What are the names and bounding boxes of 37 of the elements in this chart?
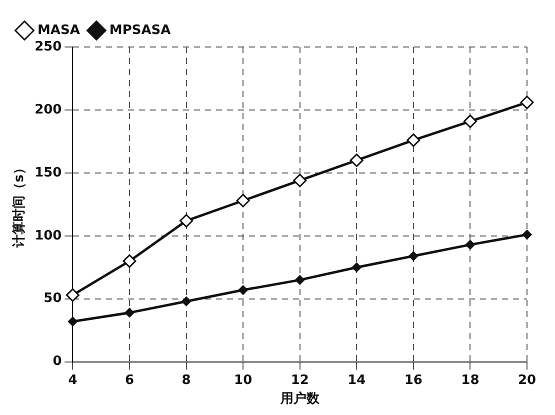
- y-axis-title: 计算时间（s）: [12, 162, 28, 248]
- point: [352, 262, 362, 272]
- x-tick-label: 12: [290, 372, 309, 388]
- point: [238, 285, 248, 295]
- legend-label: MASA: [38, 22, 80, 38]
- point: [350, 154, 364, 168]
- point: [520, 96, 534, 110]
- point: [124, 308, 134, 318]
- x-tick-label: 4: [68, 372, 78, 388]
- point: [68, 316, 78, 326]
- point: [465, 240, 475, 250]
- x-tick-label: 6: [124, 372, 134, 388]
- x-tick-label: 8: [182, 372, 191, 388]
- x-tick-label: 18: [461, 372, 480, 388]
- point: [293, 174, 307, 188]
- point: [408, 251, 418, 261]
- y-tick-label: 200: [34, 102, 62, 118]
- x-tick-label: 10: [234, 372, 252, 388]
- point: [522, 230, 532, 240]
- y-tick-label: 50: [44, 291, 62, 306]
- x-tick-label: 16: [404, 372, 422, 388]
- point: [66, 288, 80, 302]
- legend-label: MPSASA: [109, 22, 171, 38]
- point: [122, 254, 136, 268]
- point: [295, 275, 305, 285]
- x-tick-label: 20: [518, 372, 536, 388]
- point: [406, 133, 420, 147]
- point: [182, 296, 192, 306]
- point: [180, 214, 194, 228]
- y-tick-label: 150: [34, 165, 62, 180]
- y-tick-label: 100: [34, 228, 62, 244]
- y-tick-label: 250: [34, 39, 62, 54]
- point: [463, 114, 477, 128]
- y-tick-label: 0: [52, 354, 62, 370]
- x-tick-label: 14: [348, 372, 366, 388]
- point: [236, 194, 250, 208]
- x-axis-title: 用户数: [279, 390, 320, 407]
